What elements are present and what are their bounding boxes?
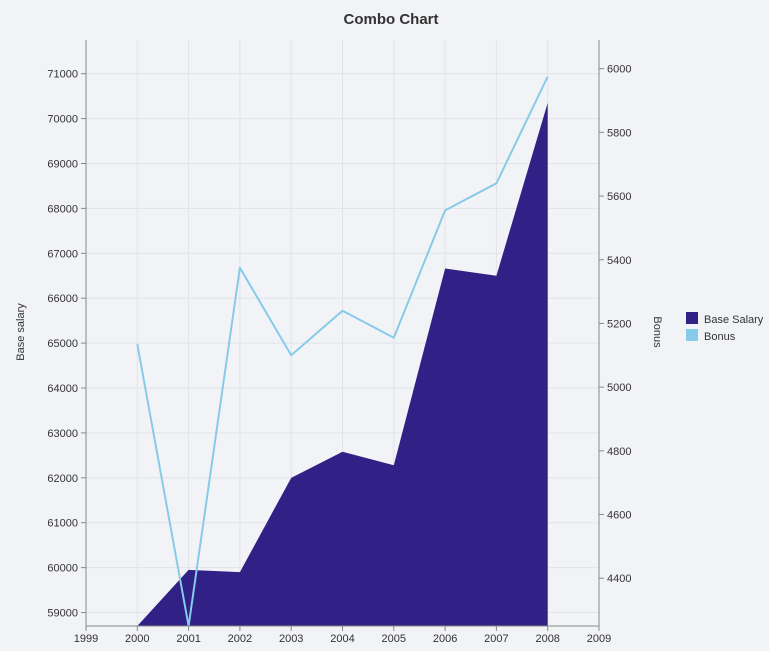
y-left-tick-label: 60000 [47, 563, 78, 575]
legend-swatch-base-salary[interactable] [686, 312, 698, 324]
x-tick-label: 2008 [535, 633, 559, 645]
x-tick-label: 2006 [433, 633, 457, 645]
y-left-tick-label: 59000 [47, 608, 78, 620]
x-tick-label: 2009 [587, 633, 611, 645]
y-left-tick-label: 71000 [47, 69, 78, 81]
x-tick-label: 2004 [330, 633, 354, 645]
axes: 1999 2000 2001 2002 2003 2004 2005 2006 2007 2008… [47, 40, 631, 645]
y-right-tick-label: 4400 [607, 573, 631, 585]
x-tick-label: 2005 [382, 633, 406, 645]
x-tick-label: 2002 [228, 633, 252, 645]
x-tick-label: 2000 [125, 633, 149, 645]
y-right-tick-label: 6000 [607, 64, 631, 76]
legend-label-base-salary[interactable]: Base Salary [704, 314, 764, 326]
y-left-axis-title: Base salary [15, 303, 27, 361]
y-right-tick-label: 5200 [607, 318, 631, 330]
y-left-tick-label: 64000 [47, 383, 78, 395]
y-left-tick-label: 68000 [47, 203, 78, 215]
legend-swatch-bonus[interactable] [686, 329, 698, 341]
y-left-tick-label: 63000 [47, 428, 78, 440]
x-tick-label: 1999 [74, 633, 98, 645]
y-right-tick-label: 4800 [607, 446, 631, 458]
y-right-tick-label: 5800 [607, 127, 631, 139]
legend: Base Salary Bonus [686, 312, 764, 343]
y-left-tick-label: 69000 [47, 158, 78, 170]
y-left-tick-label: 65000 [47, 338, 78, 350]
y-left-tick-label: 66000 [47, 293, 78, 305]
x-tick-label: 2003 [279, 633, 303, 645]
series-area-base-salary [137, 102, 548, 626]
line-layer [136, 76, 549, 627]
y-right-tick-label: 4600 [607, 510, 631, 522]
chart-title: Combo Chart [344, 11, 439, 28]
area-layer [137, 102, 548, 626]
y-right-tick-label: 5000 [607, 382, 631, 394]
series-line-bonus [136, 76, 549, 627]
x-tick-label: 2007 [484, 633, 508, 645]
y-right-tick-label: 5600 [607, 191, 631, 203]
y-left-tick-label: 62000 [47, 473, 78, 485]
y-right-axis-title: Bonus [651, 316, 663, 348]
y-left-tick-label: 67000 [47, 248, 78, 260]
y-left-tick-label: 70000 [47, 114, 78, 126]
legend-label-bonus[interactable]: Bonus [704, 331, 736, 343]
y-left-tick-label: 61000 [47, 518, 78, 530]
x-tick-label: 2001 [176, 633, 200, 645]
y-right-tick-label: 5400 [607, 255, 631, 267]
